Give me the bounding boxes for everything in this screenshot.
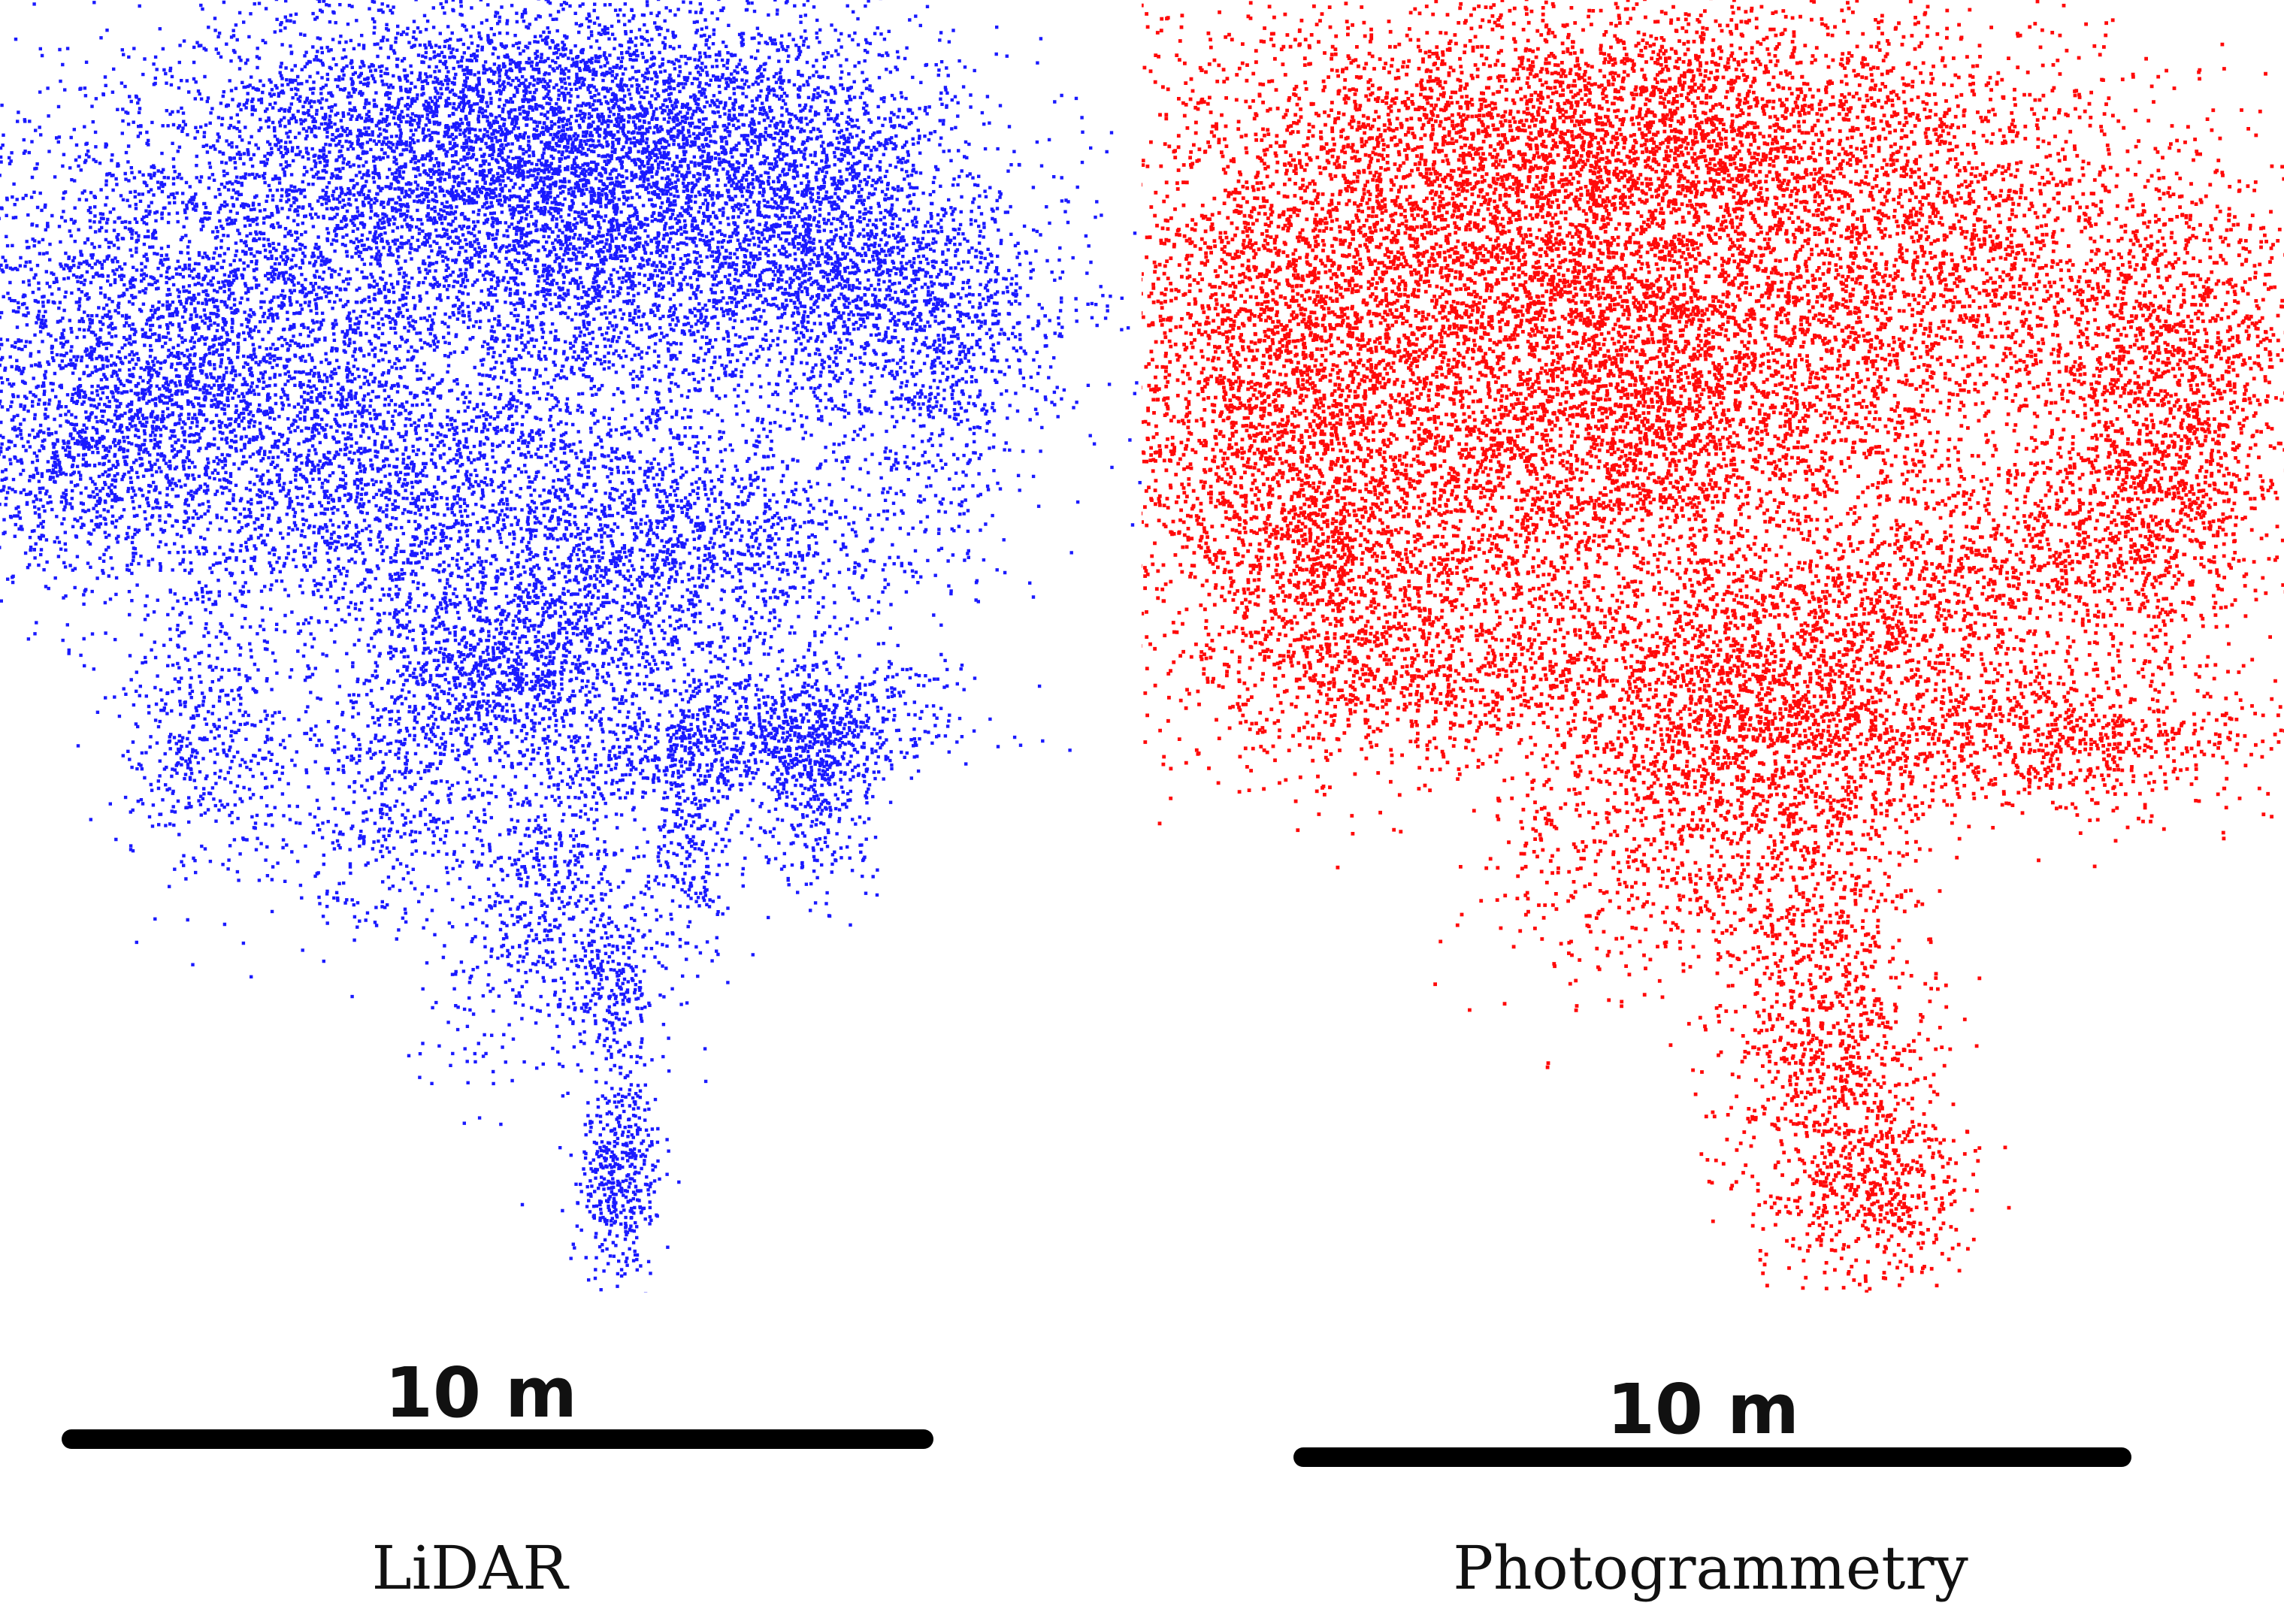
lidar-scale-bar (62, 1429, 933, 1449)
lidar-scale-label: 10 m (385, 1353, 577, 1433)
photogrammetry-point-cloud (1142, 0, 2284, 1293)
photogrammetry-scale-label: 10 m (1607, 1369, 1799, 1450)
photogrammetry-scale-bar (1293, 1447, 2131, 1467)
lidar-panel: 10 m LiDAR (0, 0, 1142, 1603)
lidar-caption: LiDAR (371, 1533, 568, 1603)
lidar-point-cloud (0, 0, 1142, 1293)
photogrammetry-caption: Photogrammetry (1453, 1533, 1968, 1603)
photogrammetry-panel: 10 m Photogrammetry (1142, 0, 2284, 1624)
